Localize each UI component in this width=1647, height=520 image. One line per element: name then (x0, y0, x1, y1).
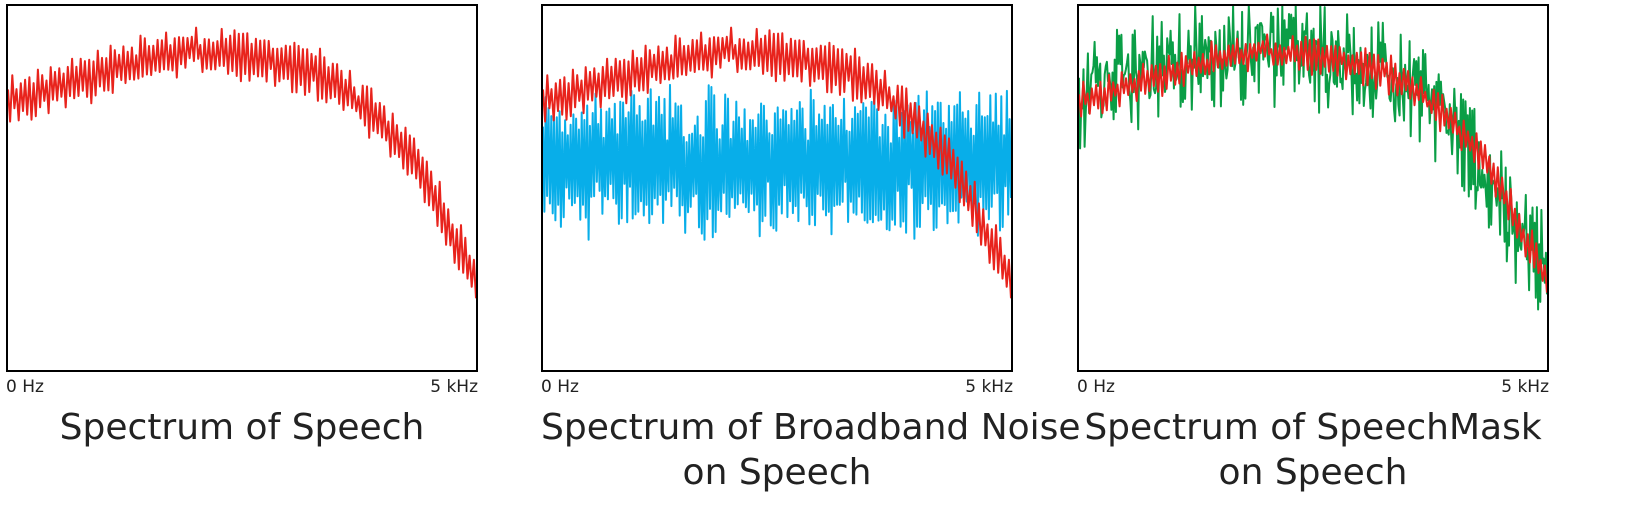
chart-speech (8, 6, 476, 370)
series-line-speech (543, 28, 1011, 299)
plot-area-speech (6, 4, 478, 372)
chart-title-speechmask: Spectrum of SpeechMask on Speech (1077, 405, 1549, 495)
series-line-broadband-noise (543, 85, 1011, 240)
x-tick-min-label: 0 Hz (6, 377, 44, 397)
series-line-speech (1079, 35, 1547, 293)
chart-title-line: Spectrum of Broadband Noise (541, 407, 1081, 448)
x-tick-min-label: 0 Hz (541, 377, 579, 397)
chart-title-line: on Speech (1218, 452, 1408, 493)
chart-title-broadband: Spectrum of Broadband Noise on Speech (541, 405, 1081, 495)
chart-speechmask (1079, 6, 1547, 370)
x-tick-max-label: 5 kHz (430, 377, 478, 397)
chart-title-line: on Speech (682, 452, 872, 493)
chart-title-speech: Spectrum of Speech (6, 405, 478, 450)
x-tick-max-label: 5 kHz (1501, 377, 1549, 397)
x-tick-max-label: 5 kHz (965, 377, 1013, 397)
series-line-speech (8, 28, 476, 299)
x-tick-min-label: 0 Hz (1077, 377, 1115, 397)
chart-title-line: Spectrum of SpeechMask (1084, 407, 1542, 448)
chart-broadband (543, 6, 1011, 370)
plot-area-speechmask (1077, 4, 1549, 372)
chart-title-line: Spectrum of Speech (59, 407, 425, 448)
plot-area-broadband (541, 4, 1013, 372)
